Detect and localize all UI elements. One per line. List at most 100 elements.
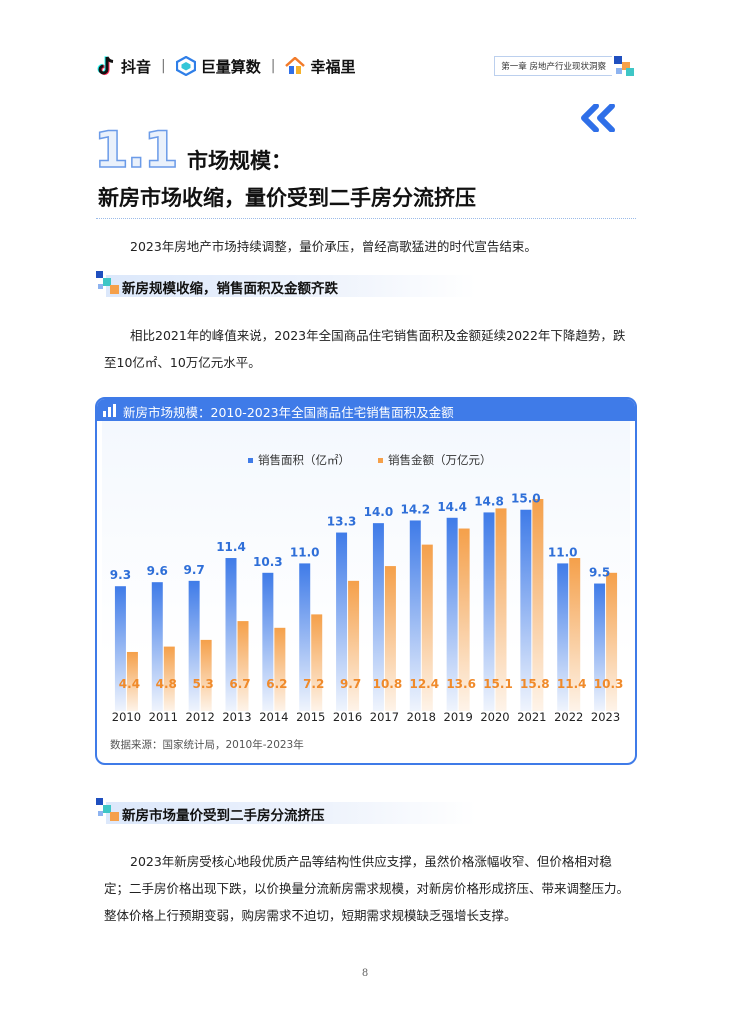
data-label-amount-2010: 4.4	[119, 677, 140, 691]
data-label-area-2010: 9.3	[110, 568, 131, 582]
bar-chart: 销售面积（亿㎡） 销售金额（万亿元） 9.3 4.4 2010 9.6 4.8 2011 9.7…	[110, 453, 624, 724]
logo-divider: |	[161, 58, 166, 74]
data-label-area-2014: 10.3	[253, 555, 283, 569]
chart-source: 数据来源：国家统计局，2010年-2023年	[110, 739, 304, 751]
bar-amount-2023	[606, 572, 618, 711]
x-tick-label-2019: 2019	[444, 710, 473, 724]
bar-area-2022	[557, 563, 569, 711]
section-title-2: 新房市场量价受到二手房分流挤压	[122, 808, 325, 824]
logo-divider: |	[270, 58, 276, 74]
section-heading-2: 新房市场量价受到二手房分流挤压	[96, 798, 476, 828]
data-label-area-2018: 14.2	[400, 502, 430, 516]
section-number: 1.1	[93, 121, 179, 179]
data-label-amount-2016: 9.7	[340, 677, 361, 691]
chart-card-header: 新房市场规模：2010-2023年全国商品住宅销售面积及金额	[97, 399, 635, 421]
bar-amount-2022	[569, 558, 581, 711]
page-title-line1: 市场规模：	[187, 149, 292, 173]
bar-area-2011	[151, 582, 163, 711]
data-label-area-2015: 11.0	[290, 545, 320, 559]
bar-amount-2019	[458, 528, 470, 711]
bar-area-2015	[299, 563, 311, 711]
bar-amount-2012	[200, 639, 212, 711]
x-tick-label-2023: 2023	[591, 710, 620, 724]
title-divider	[96, 218, 636, 219]
x-tick-label-2021: 2021	[517, 710, 546, 724]
legend-swatch-amount	[378, 458, 383, 463]
bar-area-2016	[336, 532, 348, 711]
xingfuli-label: 幸福里	[310, 57, 356, 76]
x-tick-label-2022: 2022	[554, 710, 583, 724]
data-label-amount-2017: 10.8	[373, 677, 403, 691]
bar-area-2020	[483, 512, 495, 711]
x-tick-label-2015: 2015	[296, 710, 325, 724]
double-chevron-left-icon	[581, 104, 615, 132]
data-label-amount-2011: 4.8	[156, 677, 177, 691]
data-label-area-2013: 11.4	[216, 540, 246, 554]
page-title-line2: 新房市场收缩，量价受到二手房分流挤压	[98, 186, 476, 210]
bar-amount-2013	[237, 621, 249, 711]
x-tick-label-2017: 2017	[370, 710, 399, 724]
page-number: 8	[361, 968, 369, 979]
data-label-amount-2018: 12.4	[409, 677, 439, 691]
data-label-amount-2022: 11.4	[557, 677, 587, 691]
bar-area-2013	[225, 558, 237, 711]
data-label-area-2011: 9.6	[147, 564, 168, 578]
x-tick-label-2020: 2020	[480, 710, 509, 724]
x-tick-label-2011: 2011	[149, 710, 178, 724]
xingfuli-logo: 幸福里	[285, 56, 355, 77]
bar-amount-2015	[311, 614, 323, 711]
legend-label-amount: 销售金额（万亿元）	[388, 453, 492, 467]
data-label-area-2019: 14.4	[437, 500, 467, 514]
data-label-area-2023: 9.5	[589, 566, 610, 580]
x-tick-label-2018: 2018	[407, 710, 436, 724]
data-label-area-2022: 11.0	[548, 545, 578, 559]
x-tick-label-2012: 2012	[186, 710, 215, 724]
douyin-label: 抖音	[121, 57, 152, 76]
bar-amount-2010	[126, 651, 138, 711]
bar-amount-2011	[163, 646, 175, 711]
bar-area-2021	[520, 509, 532, 711]
data-label-amount-2019: 13.6	[446, 677, 476, 691]
bar-area-2019	[446, 517, 458, 711]
bar-amount-2014	[274, 627, 286, 711]
xingfuli-house-icon	[285, 57, 306, 74]
juliang-logo: 巨量算数	[175, 56, 261, 77]
chapter-label: 第一章 房地产行业现状洞察	[494, 56, 612, 76]
bar-chart-icon	[103, 404, 116, 417]
x-tick-label-2010: 2010	[112, 710, 141, 724]
legend-label-area: 销售面积（亿㎡）	[258, 453, 350, 467]
intro-paragraph: 2023年房地产市场持续调整，量价承压，曾经高歌猛进的时代宣告结束。	[130, 239, 537, 254]
section-heading-bg	[106, 802, 476, 824]
bar-amount-2020	[495, 508, 507, 711]
x-tick-label-2013: 2013	[222, 710, 251, 724]
chart-area: 销售面积（亿㎡） 销售金额（万亿元） 9.3 4.4 2010 9.6 4.8 2011 9.7…	[102, 421, 630, 758]
section2-paragraph: 2023年新房受核心地段优质产品等结构性供应支撑，虽然价格涨幅收窄、但价格相对稳…	[104, 854, 630, 923]
data-label-area-2016: 13.3	[327, 515, 357, 529]
section-title-1: 新房规模收缩，销售面积及金额齐跌	[122, 281, 338, 297]
data-label-area-2012: 9.7	[184, 563, 205, 577]
data-label-amount-2020: 15.1	[483, 677, 513, 691]
data-label-amount-2014: 6.2	[266, 677, 287, 691]
data-label-amount-2013: 6.7	[229, 677, 250, 691]
x-tick-label-2014: 2014	[259, 710, 288, 724]
chart-card: 新房市场规模：2010-2023年全国商品住宅销售面积及金额 销售面积（亿㎡）销…	[95, 397, 637, 765]
douyin-logo: 抖音	[96, 55, 151, 77]
data-label-amount-2021: 15.8	[520, 677, 550, 691]
x-tick-label-2016: 2016	[333, 710, 362, 724]
bar-area-2023	[594, 583, 606, 711]
data-label-area-2020: 14.8	[474, 494, 504, 508]
data-label-amount-2012: 5.3	[193, 677, 214, 691]
chapter-tag: 第一章 房地产行业现状洞察	[494, 54, 636, 78]
header-logos: 抖音 | 巨量算数 | 幸福里	[96, 52, 355, 80]
bar-area-2010	[114, 586, 126, 711]
bar-area-2017	[372, 523, 384, 711]
data-label-amount-2015: 7.2	[303, 677, 324, 691]
section-heading-bg	[106, 275, 476, 297]
data-label-area-2017: 14.0	[364, 505, 394, 519]
data-label-area-2021: 15.0	[511, 492, 541, 506]
bar-amount-2018	[421, 544, 433, 711]
juliang-icon	[175, 56, 196, 76]
bar-amount-2016	[348, 580, 360, 711]
section-heading-1: 新房规模收缩，销售面积及金额齐跌	[96, 271, 476, 301]
section1-paragraph: 相比2021年的峰值来说，2023年全国商品住宅销售面积及金额延续2022年下降…	[104, 328, 626, 370]
